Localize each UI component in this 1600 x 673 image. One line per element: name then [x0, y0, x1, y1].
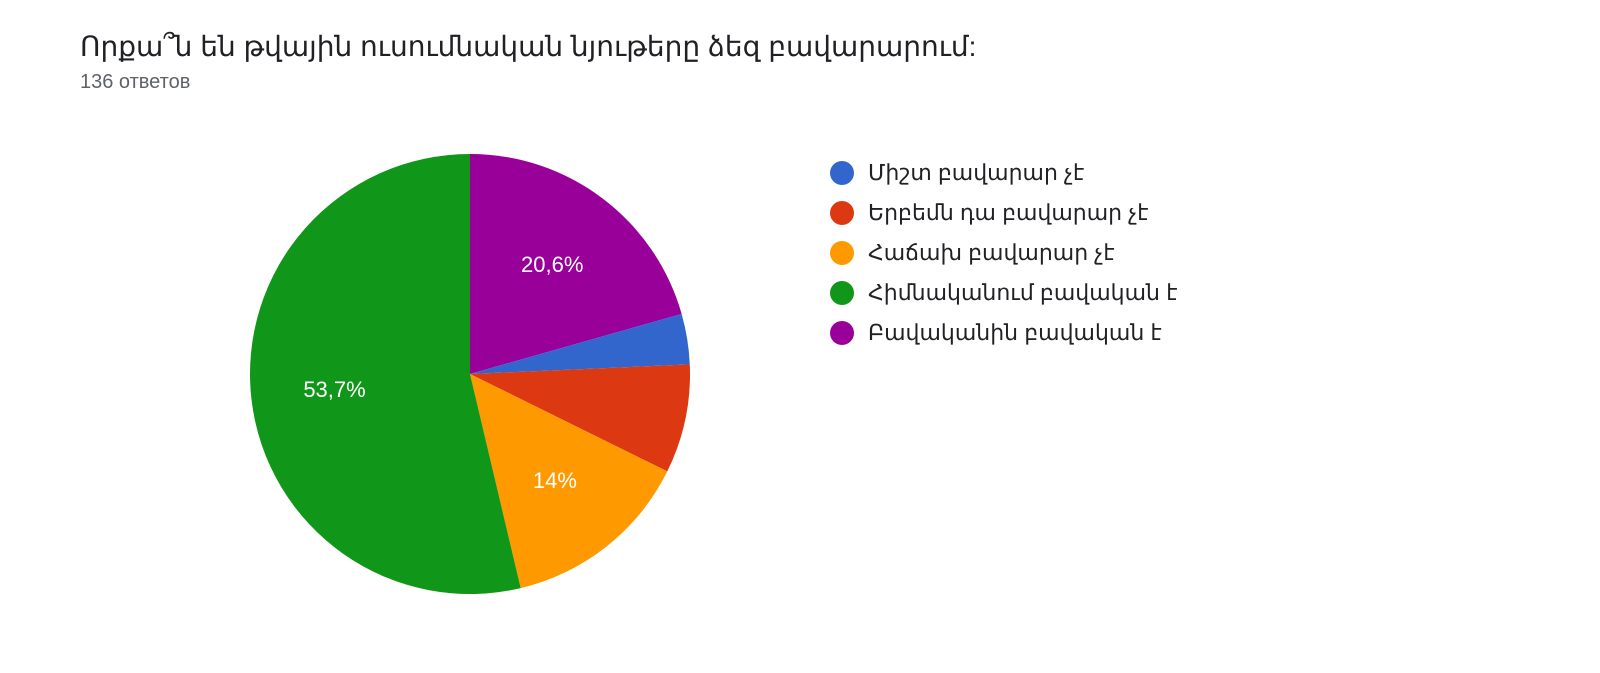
response-count: 136 ответов: [80, 71, 1520, 94]
pie-chart: 20,6%14%53,7%: [250, 154, 690, 594]
chart-area: 20,6%14%53,7% Միշտ բավարար չէ Երբեմն դա բ…: [80, 124, 1520, 594]
legend-swatch: [830, 161, 854, 185]
legend-label: Երբեմն դա բավարար չէ: [868, 200, 1148, 226]
chart-title: Որքա՞ն են թվային ուսումնական նյութերը ձե…: [80, 30, 1520, 63]
legend-swatch: [830, 321, 854, 345]
pie-svg: [250, 154, 690, 594]
legend-label: Հիմնականում բավական է: [868, 280, 1177, 306]
legend-label: Հաճախ բավարար չէ: [868, 240, 1115, 266]
legend-swatch: [830, 201, 854, 225]
legend-item: Հիմնականում բավական է: [830, 280, 1177, 306]
legend-item: Հաճախ բավարար չէ: [830, 240, 1177, 266]
legend-item: Բավականին բավական է: [830, 320, 1177, 346]
legend-swatch: [830, 241, 854, 265]
legend: Միշտ բավարար չէ Երբեմն դա բավարար չէ Հաճախ…: [830, 154, 1177, 360]
legend-swatch: [830, 281, 854, 305]
legend-item: Միշտ բավարար չէ: [830, 160, 1177, 186]
legend-label: Միշտ բավարար չէ: [868, 160, 1084, 186]
legend-label: Բավականին բավական է: [868, 320, 1162, 346]
chart-container: Որքա՞ն են թվային ուսումնական նյութերը ձե…: [0, 0, 1600, 614]
legend-item: Երբեմն դա բավարար չէ: [830, 200, 1177, 226]
